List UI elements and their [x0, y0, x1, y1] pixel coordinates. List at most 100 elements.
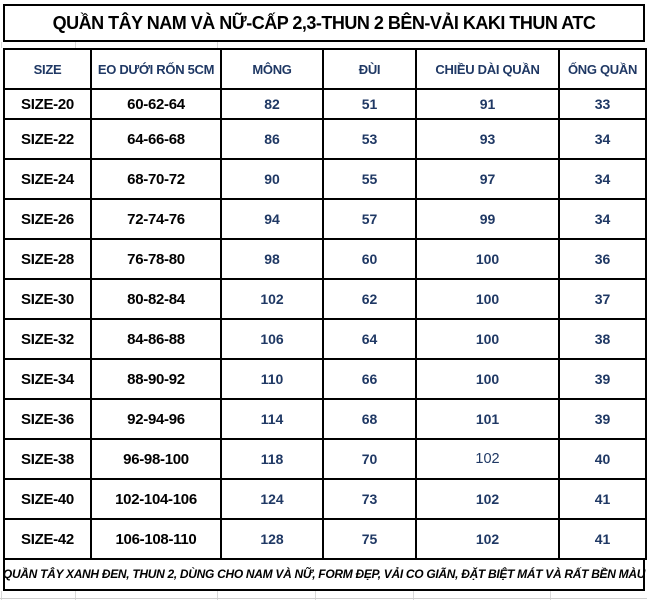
measurement-cell: 100	[415, 358, 560, 400]
sheet-gridline-gap	[0, 42, 649, 48]
measurement-cell: 100	[415, 318, 560, 360]
measurement-cell: 118	[220, 438, 324, 480]
measurement-cell: 34	[558, 118, 647, 160]
measurement-cell: 128	[220, 518, 324, 560]
measurement-cell: 102	[220, 278, 324, 320]
measurement-cell: 101	[415, 398, 560, 440]
table-row: SIZE-32 84-86-88 106 64 100 38	[3, 318, 647, 360]
measurement-cell: 93	[415, 118, 560, 160]
measurement-cell: 90	[220, 158, 324, 200]
measurement-cell: 70	[322, 438, 417, 480]
size-cell: SIZE-24	[3, 158, 92, 200]
table-row: SIZE-36 92-94-96 114 68 101 39	[3, 398, 647, 440]
size-cell: SIZE-38	[3, 438, 92, 480]
measurement-cell: 124	[220, 478, 324, 520]
measurement-cell: 60	[322, 238, 417, 280]
sheet-gridline	[75, 591, 76, 600]
column-header-leg-opening: ỐNG QUẦN	[558, 48, 647, 90]
table-row: SIZE-38 96-98-100 118 70 102 40	[3, 438, 647, 480]
sheet-gridline	[1, 42, 2, 48]
measurement-cell: 64-66-68	[90, 118, 222, 160]
measurement-cell: 41	[558, 518, 647, 560]
header-row: SIZE EO DƯỚI RỐN 5CM MÔNG ĐÙI CHIỀU DÀI …	[3, 48, 647, 90]
column-header-hip: MÔNG	[220, 48, 324, 90]
size-cell: SIZE-36	[3, 398, 92, 440]
column-header-waist: EO DƯỚI RỐN 5CM	[90, 48, 222, 90]
sheet-gridline	[0, 598, 647, 599]
table-header: SIZE EO DƯỚI RỐN 5CM MÔNG ĐÙI CHIỀU DÀI …	[3, 48, 647, 90]
sheet-gridline	[75, 42, 76, 48]
size-cell: SIZE-22	[3, 118, 92, 160]
table-row: SIZE-28 76-78-80 98 60 100 36	[3, 238, 647, 280]
measurement-cell: 96-98-100	[90, 438, 222, 480]
measurement-cell: 102	[415, 438, 560, 480]
measurement-cell: 92-94-96	[90, 398, 222, 440]
table-row: SIZE-22 64-66-68 86 53 93 34	[3, 118, 647, 160]
measurement-cell: 57	[322, 198, 417, 240]
measurement-cell: 102-104-106	[90, 478, 222, 520]
sheet-gridline	[315, 591, 316, 600]
measurement-cell: 88-90-92	[90, 358, 222, 400]
measurement-cell: 80-82-84	[90, 278, 222, 320]
column-header-thigh: ĐÙI	[322, 48, 417, 90]
measurement-cell: 102	[415, 478, 560, 520]
measurement-cell: 110	[220, 358, 324, 400]
size-cell: SIZE-42	[3, 518, 92, 560]
table-row: SIZE-20 60-62-64 82 51 91 33	[3, 88, 647, 120]
sheet-gridline-bottom	[0, 591, 649, 600]
table-row: SIZE-26 72-74-76 94 57 99 34	[3, 198, 647, 240]
size-cell: SIZE-32	[3, 318, 92, 360]
measurement-cell: 91	[415, 88, 560, 120]
measurement-cell: 33	[558, 88, 647, 120]
measurement-cell: 99	[415, 198, 560, 240]
sheet-gridline	[1, 591, 2, 600]
measurement-cell: 68-70-72	[90, 158, 222, 200]
table-body: SIZE-20 60-62-64 82 51 91 33 SIZE-22 64-66-68 86…	[3, 88, 647, 560]
measurement-cell: 72-74-76	[90, 198, 222, 240]
measurement-cell: 97	[415, 158, 560, 200]
measurement-cell: 106	[220, 318, 324, 360]
size-cell: SIZE-20	[3, 88, 92, 120]
measurement-cell: 40	[558, 438, 647, 480]
measurement-cell: 55	[322, 158, 417, 200]
measurement-cell: 39	[558, 398, 647, 440]
measurement-cell: 100	[415, 238, 560, 280]
measurement-cell: 98	[220, 238, 324, 280]
measurement-cell: 38	[558, 318, 647, 360]
measurement-cell: 86	[220, 118, 324, 160]
measurement-cell: 60-62-64	[90, 88, 222, 120]
measurement-cell: 106-108-110	[90, 518, 222, 560]
measurement-cell: 37	[558, 278, 647, 320]
measurement-cell: 75	[322, 518, 417, 560]
sheet-gridline	[413, 591, 414, 600]
measurement-cell: 34	[558, 158, 647, 200]
measurement-cell: 82	[220, 88, 324, 120]
size-cell: SIZE-34	[3, 358, 92, 400]
measurement-cell: 64	[322, 318, 417, 360]
measurement-cell: 51	[322, 88, 417, 120]
size-cell: SIZE-40	[3, 478, 92, 520]
measurement-cell: 66	[322, 358, 417, 400]
measurement-cell: 100	[415, 278, 560, 320]
size-cell: SIZE-26	[3, 198, 92, 240]
measurement-cell: 76-78-80	[90, 238, 222, 280]
measurement-cell: 41	[558, 478, 647, 520]
measurement-cell: 68	[322, 398, 417, 440]
measurement-cell: 36	[558, 238, 647, 280]
size-cell: SIZE-28	[3, 238, 92, 280]
column-header-size: SIZE	[3, 48, 92, 90]
measurement-cell: 39	[558, 358, 647, 400]
page-title: QUẦN TÂY NAM VÀ NỮ-CẤP 2,3-THUN 2 BÊN-VẢ…	[3, 4, 645, 42]
size-cell: SIZE-30	[3, 278, 92, 320]
table-row: SIZE-42 106-108-110 128 75 102 41	[3, 518, 647, 560]
sheet-gridline	[217, 42, 218, 48]
measurement-cell: 102	[415, 518, 560, 560]
measurement-cell: 62	[322, 278, 417, 320]
table-row: SIZE-30 80-82-84 102 62 100 37	[3, 278, 647, 320]
measurement-cell: 94	[220, 198, 324, 240]
sheet-gridline	[550, 591, 551, 600]
measurement-cell: 114	[220, 398, 324, 440]
column-header-pants-length: CHIỀU DÀI QUẦN	[415, 48, 560, 90]
measurement-cell: 53	[322, 118, 417, 160]
